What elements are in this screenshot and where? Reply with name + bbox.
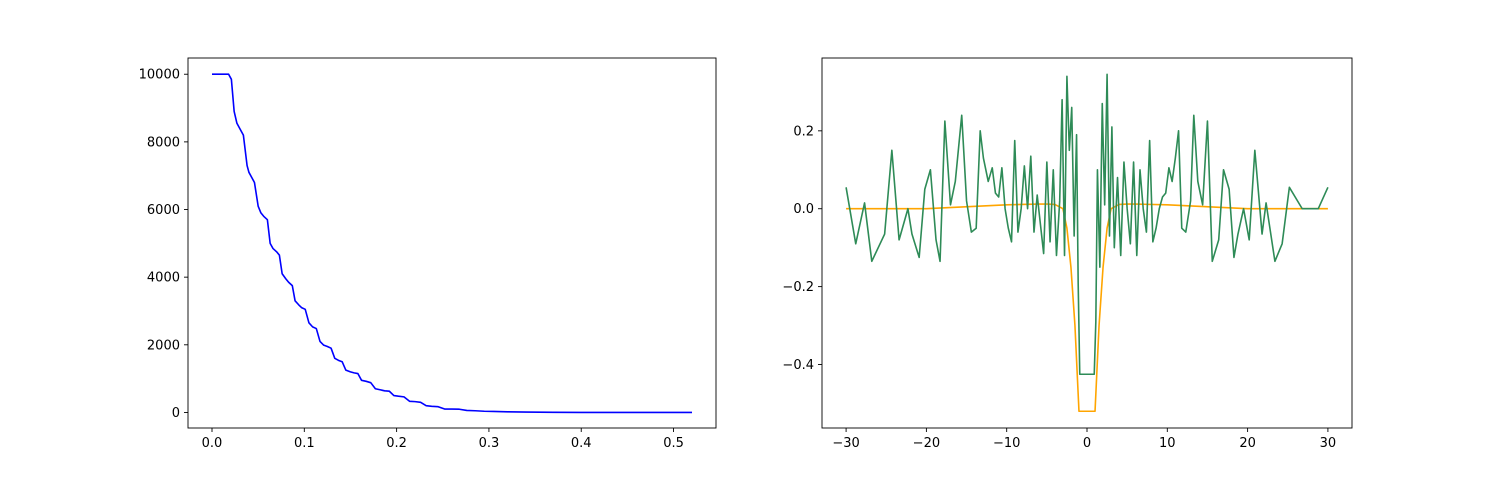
y-tick-label: 0.2: [793, 124, 814, 139]
x-tick-label: 0.4: [571, 436, 592, 451]
x-tick-label: 0.2: [386, 436, 407, 451]
x-tick-label: −10: [993, 436, 1020, 451]
y-tick-label: 10000: [139, 68, 180, 83]
y-tick-label: 6000: [147, 203, 180, 218]
right-chart: −30 −20 −10 0 10 20 30 −0.4 −0.2 0.0 0.2: [782, 57, 1353, 451]
x-tick-label: 10: [1159, 436, 1176, 451]
x-tick-label: 0.0: [202, 436, 223, 451]
y-tick-label: 0: [172, 406, 180, 421]
y-tick-label: −0.4: [782, 358, 814, 373]
x-tick-label: −30: [832, 436, 859, 451]
y-tick-label: 8000: [147, 135, 180, 150]
y-tick-label: 0.0: [793, 202, 814, 217]
x-tick-label: 0: [1083, 436, 1091, 451]
y-tick-label: 4000: [147, 271, 180, 286]
x-tick-label: 0.1: [294, 436, 315, 451]
x-tick-label: 0.5: [663, 436, 684, 451]
x-tick-label: −20: [913, 436, 940, 451]
series-line-1: [845, 73, 1329, 376]
x-tick-label: 0.3: [479, 436, 500, 451]
y-tick-label: −0.2: [782, 280, 814, 295]
x-tick-label: 20: [1239, 436, 1256, 451]
left-chart: 0.0 0.1 0.2 0.3 0.4 0.5 0 2000 4000 6000 8000 10000: [139, 57, 717, 451]
axes-frame: [187, 57, 717, 429]
x-tick-label: 30: [1320, 436, 1337, 451]
series-line-0: [212, 73, 692, 414]
y-tick-label: 2000: [147, 338, 180, 353]
